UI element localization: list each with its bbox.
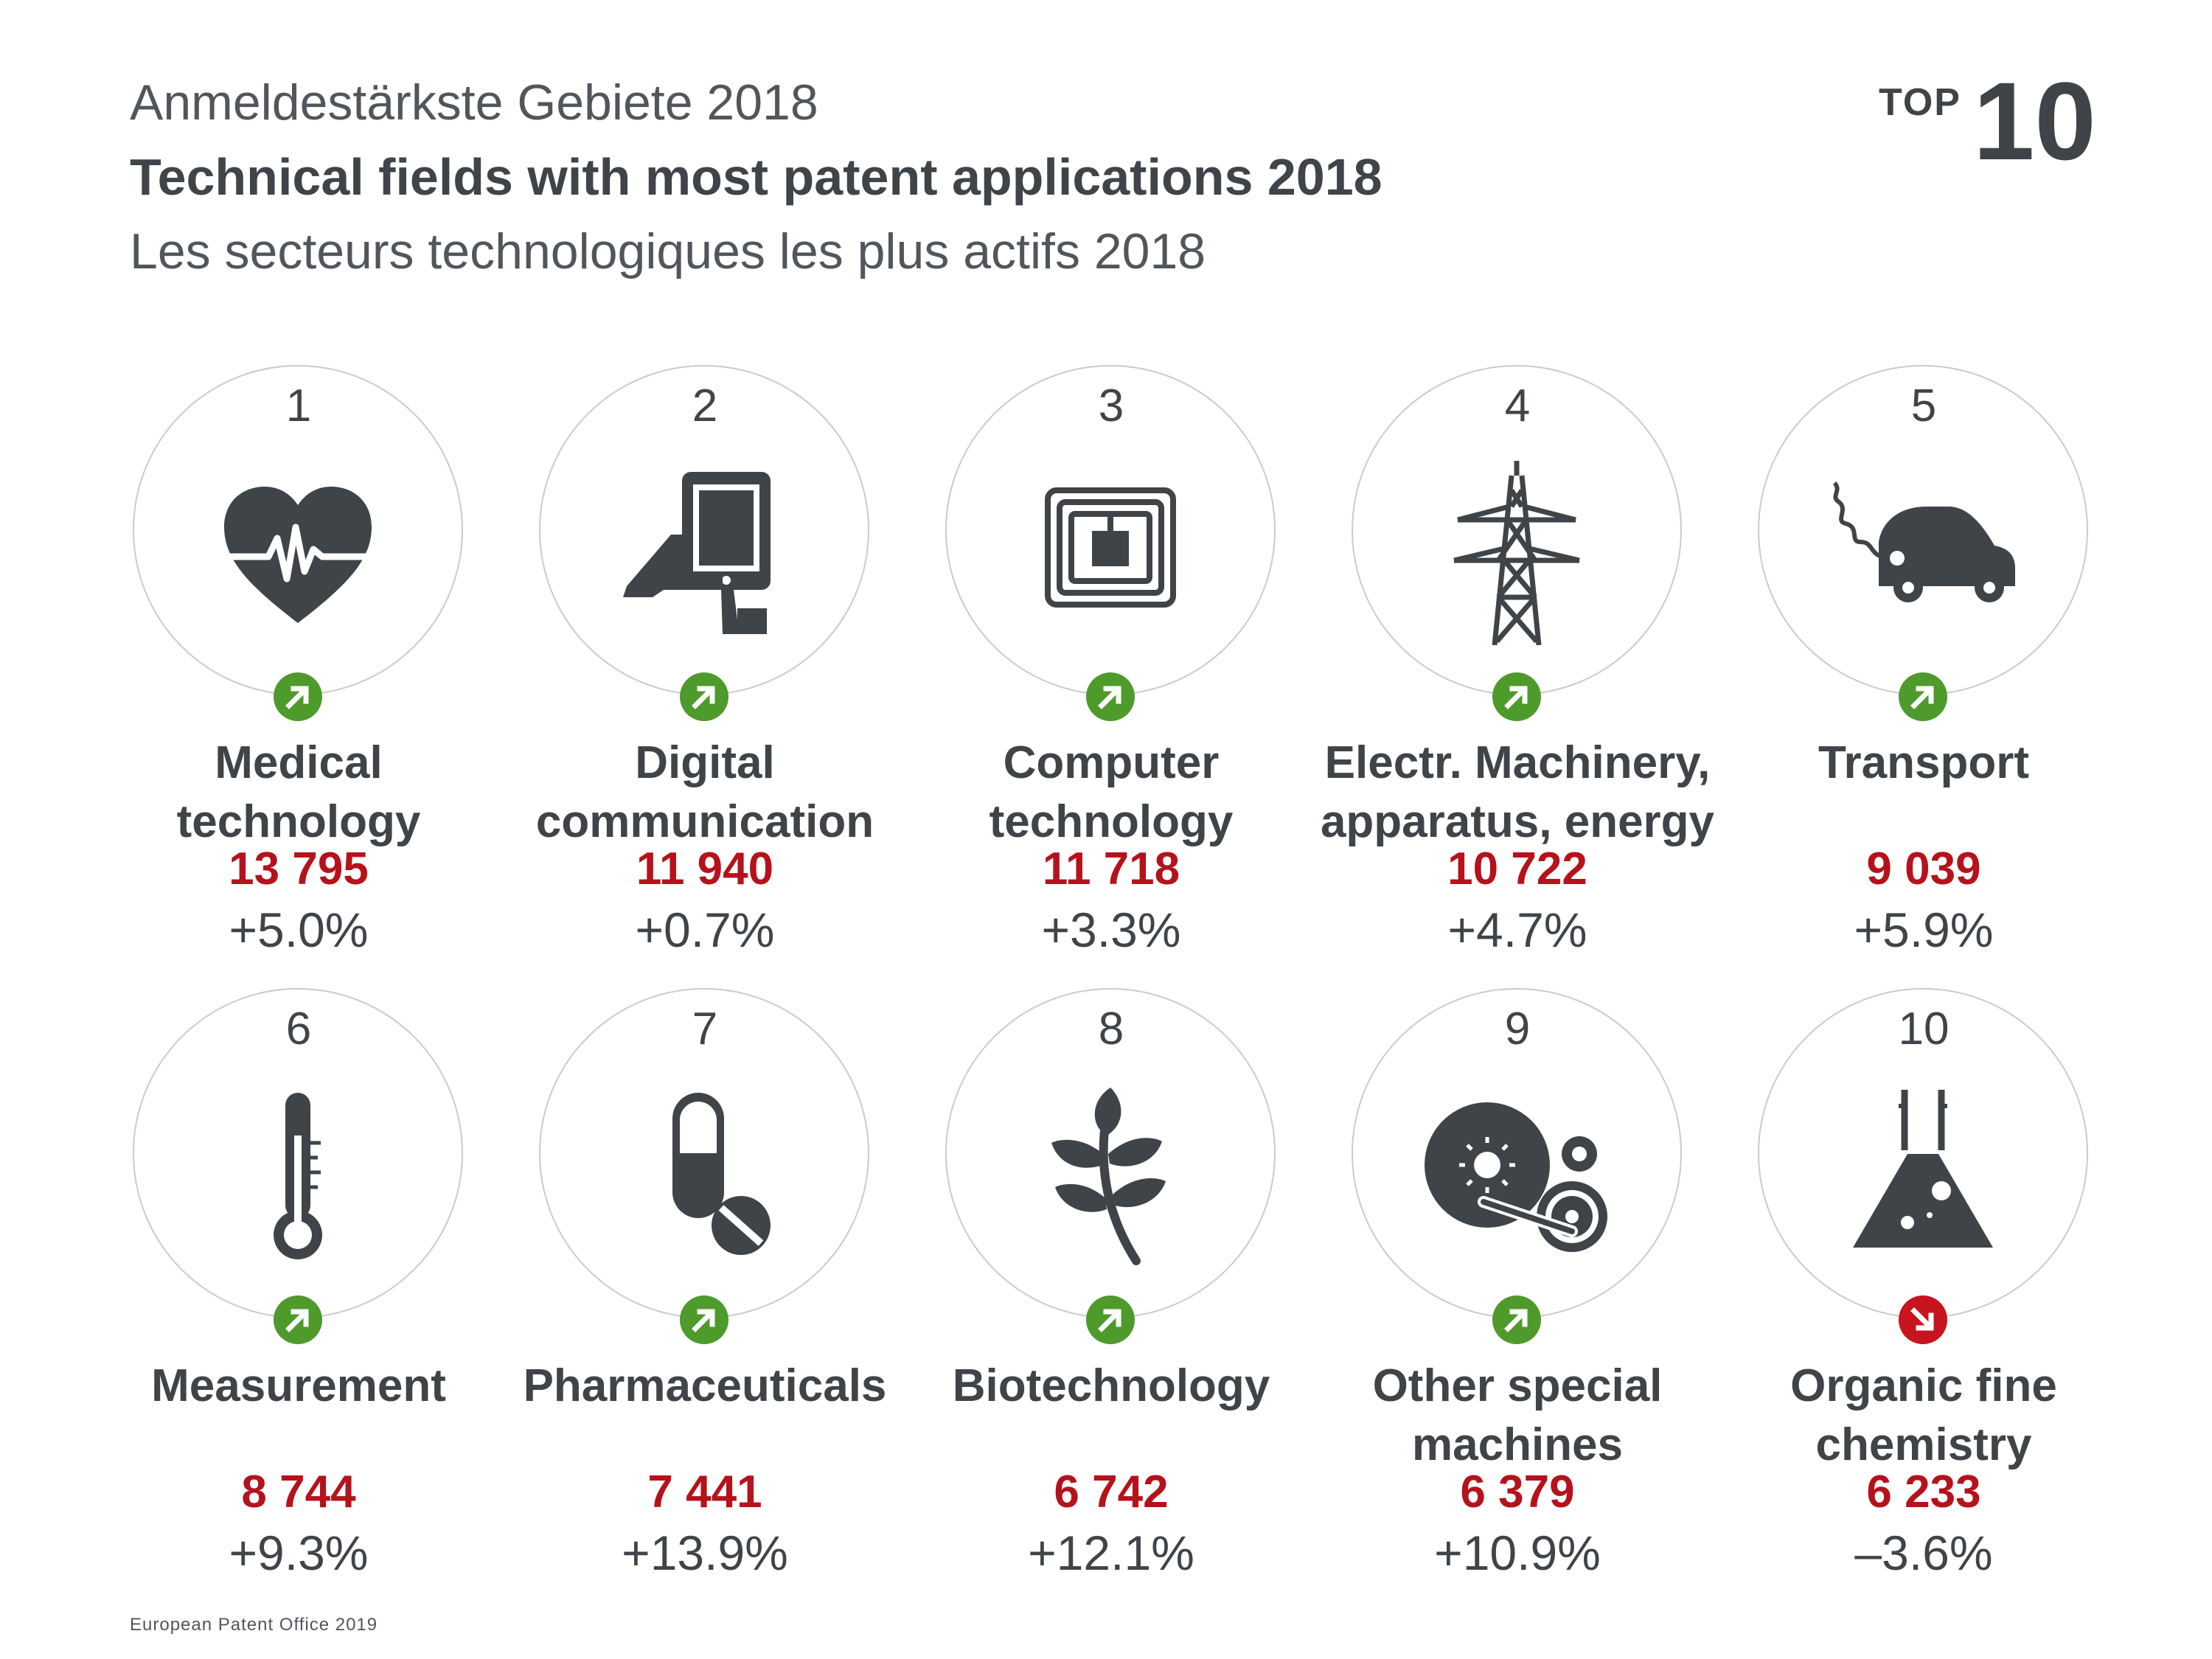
- tablet-hand-icon: [623, 472, 771, 634]
- field-value: 10 722: [1447, 844, 1587, 894]
- chip-icon: [1045, 487, 1176, 608]
- top-number: 10: [1973, 59, 2096, 183]
- field-label: Medical technology: [176, 737, 421, 847]
- field-label: Pharmaceuticals: [523, 1360, 887, 1411]
- field-label: Electr. Machinery, apparatus, energy: [1320, 737, 1715, 847]
- field-label: Transport: [1818, 737, 2029, 788]
- field-change: +0.7%: [635, 902, 775, 957]
- field-label: Other special machines: [1372, 1360, 1663, 1470]
- field-change: +10.9%: [1434, 1526, 1601, 1580]
- trend-up-icon: [1899, 672, 1947, 721]
- power-pylon-icon: [1453, 461, 1580, 645]
- plant-icon: [1051, 1088, 1166, 1265]
- field-label: Computer technology: [989, 737, 1234, 847]
- field-value: 11 940: [636, 844, 774, 894]
- thermometer-icon: [274, 1093, 322, 1259]
- top10-badge: TOP 10: [1879, 66, 2100, 181]
- field-card-6: 6 Measurement 8 744 +9.3%: [96, 988, 501, 1593]
- field-value: 6 233: [1866, 1467, 1981, 1517]
- field-value: 13 795: [229, 844, 369, 894]
- field-card-2: 2 Digital communication 11 940 +0.7%: [502, 365, 908, 970]
- title-french: Les secteurs technologiques les plus act…: [130, 223, 1206, 279]
- field-value: 8 744: [241, 1467, 356, 1517]
- machine-gears-icon: [1425, 1102, 1607, 1252]
- field-label: Biotechnology: [952, 1360, 1270, 1411]
- field-change: +3.3%: [1041, 902, 1181, 957]
- field-rank: 5: [1910, 380, 1937, 431]
- field-label: Organic fine chemistry: [1790, 1360, 2057, 1470]
- field-card-9: 9 Other special machines 6 379 +10.9%: [1315, 988, 1720, 1593]
- field-card-7: 7 Pharmaceuticals 7 441 +13.9%: [502, 988, 908, 1593]
- field-card-10: 10 Organic fine chemistry 6 233 –3.6%: [1721, 988, 2126, 1593]
- field-value: 6 379: [1460, 1467, 1575, 1517]
- field-rank: 6: [285, 1004, 312, 1054]
- trend-up-icon: [274, 672, 322, 721]
- title-english: Technical fields with most patent applic…: [130, 148, 1382, 206]
- field-card-4: 4 Electr. Machinery, apparatus, energy: [1315, 365, 1720, 970]
- field-label: Measurement: [151, 1360, 446, 1411]
- field-circle: [1758, 988, 2088, 1318]
- field-change: +13.9%: [622, 1526, 788, 1580]
- footer-credit: European Patent Office 2019: [130, 1615, 378, 1635]
- field-change: +4.7%: [1447, 902, 1587, 957]
- trend-up-icon: [680, 1295, 728, 1344]
- field-rank: 7: [692, 1004, 718, 1054]
- field-change: –3.6%: [1854, 1526, 1993, 1580]
- field-value: 9 039: [1866, 844, 1981, 894]
- trend-up-icon: [1492, 672, 1541, 721]
- field-card-8: 8 Biotechnology 6 742 +12.1%: [908, 988, 1314, 1593]
- title-german: Anmeldestärkste Gebiete 2018: [130, 74, 818, 131]
- field-rank: 2: [692, 380, 718, 431]
- trend-down-icon: [1899, 1295, 1947, 1344]
- field-rank: 3: [1098, 380, 1124, 431]
- flask-icon: [1853, 1090, 1993, 1248]
- field-rank: 10: [1898, 1004, 1950, 1054]
- heart-pulse-icon: [213, 487, 383, 623]
- trend-up-icon: [1086, 1295, 1135, 1344]
- field-rank: 9: [1504, 1004, 1531, 1054]
- field-label: Digital communication: [535, 737, 874, 847]
- field-card-3: 3 Computer technology 11 718 +3.3%: [908, 365, 1314, 970]
- field-value: 7 441: [647, 1467, 762, 1517]
- electric-car-icon: [1832, 481, 2015, 602]
- field-rank: 4: [1504, 380, 1531, 431]
- field-value: 6 742: [1054, 1467, 1169, 1517]
- pills-icon: [672, 1093, 771, 1255]
- field-rank: 1: [285, 380, 312, 431]
- trend-up-icon: [1492, 1295, 1541, 1344]
- field-change: +12.1%: [1028, 1526, 1194, 1580]
- trend-up-icon: [274, 1295, 322, 1344]
- trend-up-icon: [1086, 672, 1135, 721]
- trend-up-icon: [680, 672, 728, 721]
- top-label: TOP: [1879, 81, 1961, 124]
- field-change: +5.9%: [1854, 902, 1994, 957]
- field-change: +5.0%: [229, 902, 369, 957]
- field-rank: 8: [1098, 1004, 1124, 1054]
- field-change: +9.3%: [229, 1526, 369, 1580]
- field-card-1: 1 Medical technology 13 795 +5.0%: [96, 365, 501, 970]
- field-value: 11 718: [1042, 844, 1180, 894]
- field-circle: [539, 365, 869, 695]
- field-card-5: 5 Transport 9 039 +5.9%: [1721, 365, 2126, 970]
